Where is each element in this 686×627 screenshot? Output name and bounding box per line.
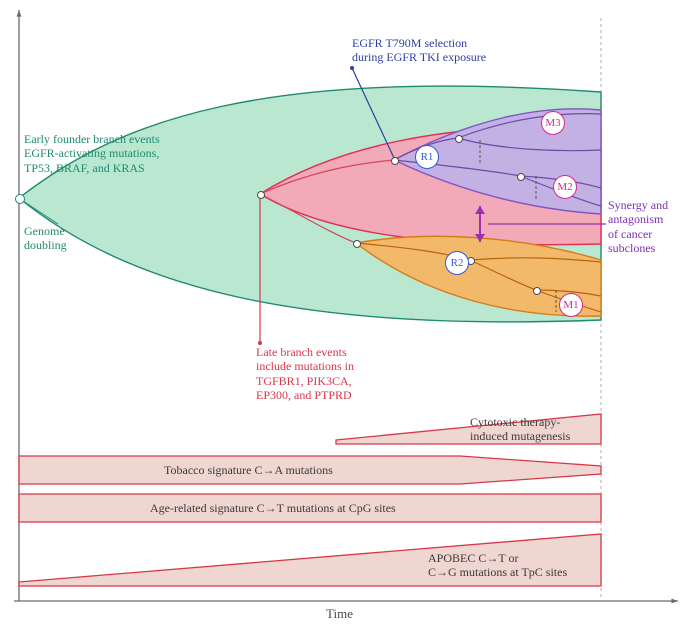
late-branch-callout: Late branch events include mutations in … [256,345,354,403]
signature-tobacco: Tobacco signature C→A mutations [164,463,333,477]
figure-svg [0,0,686,627]
x-axis-label: Time [326,606,353,622]
clone-R2: R2 [445,251,469,275]
clone-M3: M3 [541,111,565,135]
founder-branch-label: Early founder branch events EGFR-activat… [24,132,160,175]
clone-M1: M1 [559,293,583,317]
figure-root: Time Early founder branch events EGFR-act… [0,0,686,627]
clone-R1: R1 [415,145,439,169]
egfr-callout: EGFR T790M selection during EGFR TKI exp… [352,36,486,65]
genome-doubling-label: Genome doubling [24,224,67,253]
signature-age: Age-related signature C→T mutations at C… [150,501,396,515]
synergy-callout: Synergy and antagonism of cancer subclon… [608,198,668,256]
clone-M2: M2 [553,175,577,199]
genome-doubling-node [15,194,25,204]
signature-cyto: Cytotoxic therapy- induced mutagenesis [470,415,570,444]
signature-apobec: APOBEC C→T or C→G mutations at TpC sites [428,551,567,580]
